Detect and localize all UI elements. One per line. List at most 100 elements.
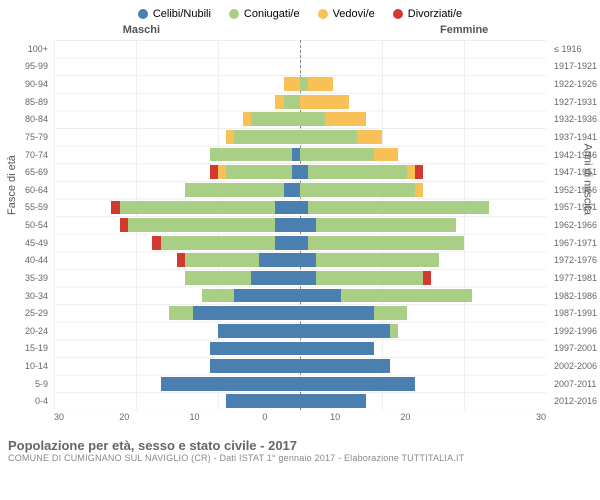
female-bar	[300, 40, 546, 58]
segment	[185, 183, 283, 197]
chart-title: Popolazione per età, sesso e stato civil…	[8, 438, 592, 453]
table-row	[54, 340, 546, 358]
segment	[226, 394, 300, 408]
female-bar	[300, 340, 546, 358]
legend-swatch	[393, 9, 403, 19]
segment	[341, 289, 472, 303]
segment	[300, 95, 349, 109]
x-axis: 3020100102030	[54, 412, 546, 426]
segment	[161, 236, 276, 250]
female-bar	[300, 146, 546, 164]
segment	[218, 165, 226, 179]
birth-label: 1942-1946	[550, 146, 600, 164]
male-bar	[54, 357, 300, 375]
segment	[120, 201, 276, 215]
male-bar	[54, 322, 300, 340]
birth-label: 1992-1996	[550, 322, 600, 340]
male-bar	[54, 181, 300, 199]
segment	[210, 165, 218, 179]
female-bar	[300, 393, 546, 411]
age-label: 65-69	[2, 163, 52, 181]
female-bar	[300, 58, 546, 76]
age-label: 40-44	[2, 252, 52, 270]
table-row	[54, 357, 546, 375]
age-label: 80-84	[2, 111, 52, 129]
female-bar	[300, 199, 546, 217]
segment	[415, 183, 423, 197]
female-bar	[300, 181, 546, 199]
segment	[284, 183, 300, 197]
legend-item: Vedovi/e	[318, 8, 375, 20]
table-row	[54, 393, 546, 411]
female-bar	[300, 287, 546, 305]
male-bar	[54, 304, 300, 322]
age-label: 35-39	[2, 269, 52, 287]
age-label: 0-4	[2, 393, 52, 411]
female-bar	[300, 128, 546, 146]
male-bar	[54, 111, 300, 129]
age-label: 100+	[2, 40, 52, 58]
y-labels-age: 100+95-9990-9485-8980-8475-7970-7465-696…	[2, 40, 52, 410]
legend-label: Celibi/Nubili	[153, 8, 211, 20]
age-label: 95-99	[2, 58, 52, 76]
male-bar	[54, 287, 300, 305]
legend-item: Divorziati/e	[393, 8, 462, 20]
segment	[210, 342, 300, 356]
segment	[308, 201, 488, 215]
birth-label: 1937-1941	[550, 128, 600, 146]
segment	[300, 306, 374, 320]
age-label: 50-54	[2, 216, 52, 234]
male-bar	[54, 269, 300, 287]
x-tick: 10	[300, 412, 370, 426]
legend: Celibi/Nubili Coniugati/e Vedovi/e Divorzia…	[0, 0, 600, 24]
segment	[202, 289, 235, 303]
age-label: 30-34	[2, 287, 52, 305]
x-tick: 10	[159, 412, 229, 426]
male-bar	[54, 75, 300, 93]
birth-label: 1927-1931	[550, 93, 600, 111]
female-bar	[300, 75, 546, 93]
segment	[300, 377, 415, 391]
segment	[300, 271, 316, 285]
segment	[251, 271, 300, 285]
segment	[284, 77, 300, 91]
male-bar	[54, 340, 300, 358]
table-row	[54, 146, 546, 164]
segment	[300, 218, 316, 232]
segment	[415, 165, 423, 179]
segment	[300, 253, 316, 267]
legend-item: Coniugati/e	[229, 8, 300, 20]
y-labels-birth: ≤ 19161917-19211922-19261927-19311932-19…	[550, 40, 600, 410]
table-row	[54, 269, 546, 287]
birth-label: 1917-1921	[550, 58, 600, 76]
legend-swatch	[138, 9, 148, 19]
segment	[374, 148, 399, 162]
age-label: 25-29	[2, 304, 52, 322]
table-row	[54, 304, 546, 322]
segment	[275, 95, 283, 109]
male-bar	[54, 146, 300, 164]
legend-label: Divorziati/e	[408, 8, 462, 20]
segment	[210, 359, 300, 373]
female-bar	[300, 234, 546, 252]
table-row	[54, 252, 546, 270]
age-label: 85-89	[2, 93, 52, 111]
age-label: 75-79	[2, 128, 52, 146]
male-bar	[54, 375, 300, 393]
segment	[308, 236, 464, 250]
table-row	[54, 216, 546, 234]
birth-label: 1952-1956	[550, 181, 600, 199]
birth-label: 1932-1936	[550, 111, 600, 129]
segment	[300, 183, 415, 197]
segment	[152, 236, 160, 250]
segment	[234, 130, 300, 144]
segment	[169, 306, 194, 320]
table-row	[54, 287, 546, 305]
birth-label: 2012-2016	[550, 393, 600, 411]
female-bar	[300, 269, 546, 287]
male-bar	[54, 393, 300, 411]
x-tick: 30	[476, 412, 546, 426]
segment	[251, 112, 300, 126]
birth-label: 1987-1991	[550, 304, 600, 322]
x-tick: 20	[89, 412, 159, 426]
